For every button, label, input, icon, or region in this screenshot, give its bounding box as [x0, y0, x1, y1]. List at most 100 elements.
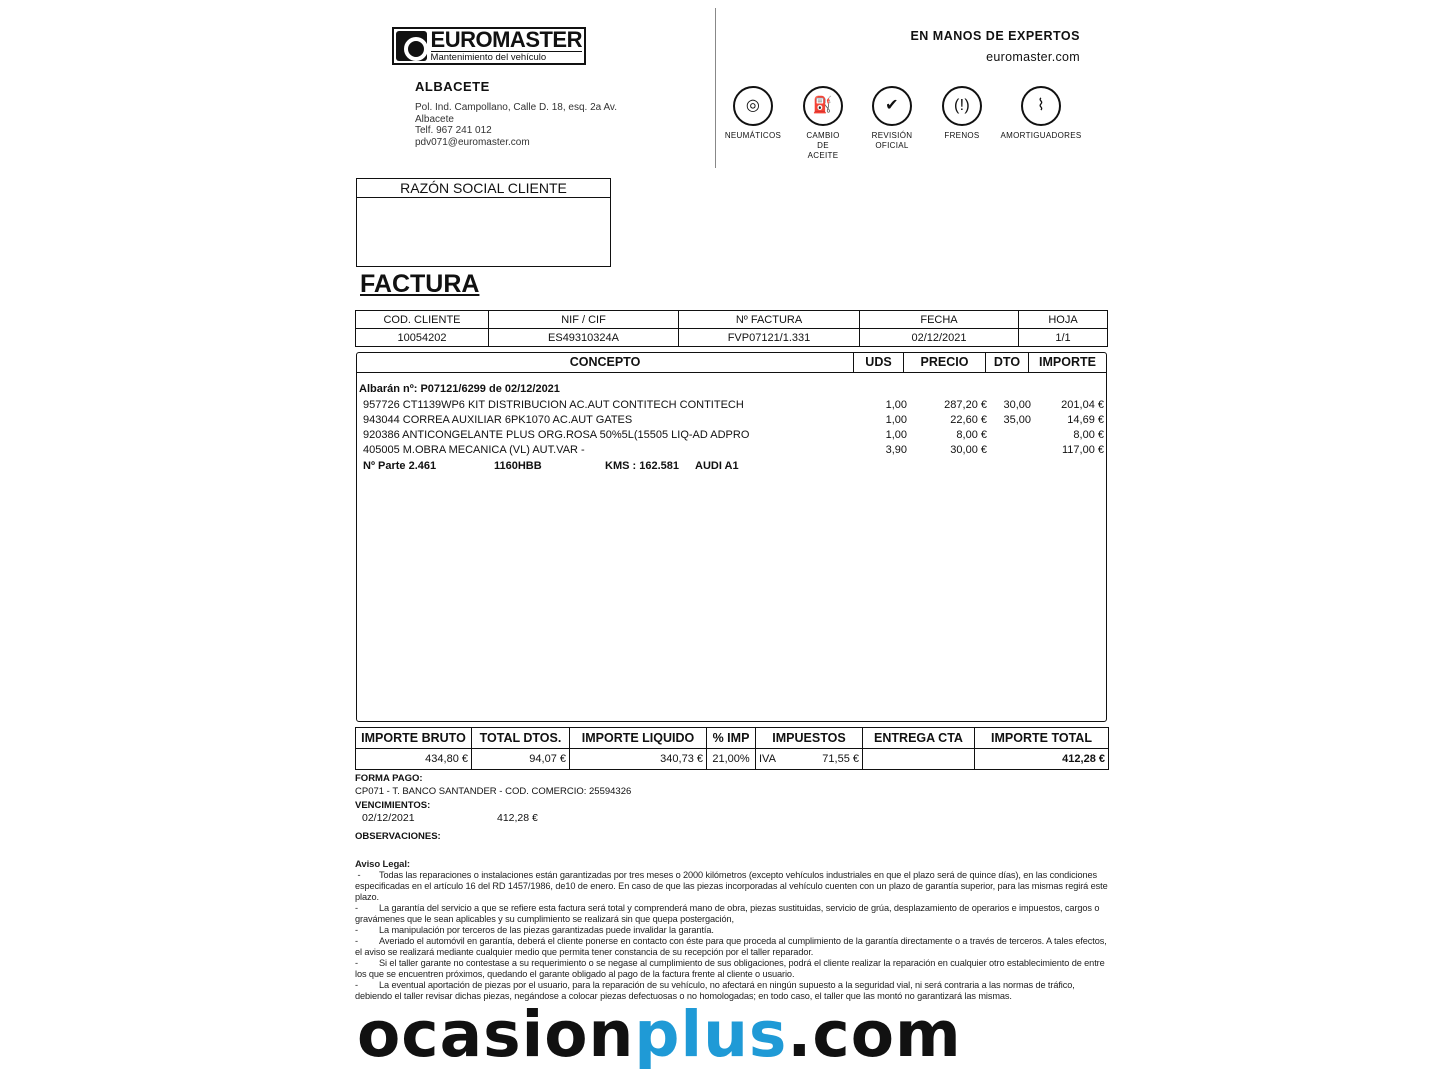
header-label: HOJA: [1018, 310, 1108, 329]
tax-name: IVA: [759, 753, 776, 765]
header-label: Nº FACTURA: [678, 310, 860, 329]
line-precio: 22,60 €: [950, 414, 987, 426]
due-label: VENCIMIENTOS:: [355, 800, 431, 811]
legal-item: - La manipulación por terceros de las pie…: [355, 925, 714, 935]
impuestos: 71,55 €: [822, 753, 859, 765]
legal-text: La eventual aportación de piezas por el …: [355, 980, 1075, 1001]
line-uds: 1,00: [885, 429, 907, 441]
line-uds: 1,00: [885, 399, 907, 411]
watermark-part: plus: [634, 998, 788, 1071]
website: euromaster.com: [986, 50, 1080, 64]
total-label: ENTREGA CTA: [862, 727, 975, 749]
total-label: IMPORTE TOTAL: [974, 727, 1109, 749]
legal-item: - Todas las reparaciones o instalaciones …: [355, 870, 1108, 902]
nif: ES49310324A: [488, 328, 679, 347]
legal-item: - La garantía del servicio a que se refie…: [355, 903, 1100, 924]
branch-city: ALBACETE: [415, 79, 490, 94]
service-label: REVISIÓN OFICIAL: [871, 131, 913, 150]
service-oil: ⛽ CAMBIO DE ACEITE: [788, 86, 858, 161]
col-concepto: CONCEPTO: [357, 353, 854, 372]
legal-item: - La eventual aportación de piezas por el…: [355, 980, 1075, 1001]
line-precio: 30,00 €: [950, 444, 987, 456]
total-dtos: 94,07 €: [471, 748, 570, 770]
car-check-icon: ✔: [872, 86, 912, 126]
address-line: Pol. Ind. Campollano, Calle D. 18, esq. …: [415, 102, 617, 113]
tire-icon: ◎: [733, 86, 773, 126]
brand-name: EUROMASTER: [430, 27, 583, 53]
line-importe: 201,04 €: [1061, 399, 1104, 411]
vehicle-info: Nº Parte 2.461 1160HBB KMS : 162.581 AUD…: [362, 460, 1104, 475]
total-label: IMPORTE LIQUIDO: [569, 727, 707, 749]
slogan: EN MANOS DE EXPERTOS: [910, 29, 1080, 43]
legal-text: Si el taller garante no contestase a su …: [355, 958, 1105, 979]
ocasionplus-watermark: ocasionplus.com: [357, 1003, 962, 1066]
importe-total: 412,28 €: [974, 748, 1109, 770]
line-importe: 8,00 €: [1073, 429, 1104, 441]
albaran: Albarán nº: P07121/6299 de 02/12/2021: [359, 383, 560, 395]
line-item: 943044 CORREA AUXILIAR 6PK1070 AC.AUT GA…: [362, 414, 1104, 429]
payment-label: FORMA PAGO:: [355, 773, 423, 784]
header-label: NIF / CIF: [488, 310, 679, 329]
legal-item: - Si el taller garante no contestase a su…: [355, 958, 1105, 979]
client-box: RAZÓN SOCIAL CLIENTE: [356, 178, 611, 267]
line-uds: 1,00: [885, 414, 907, 426]
euromaster-logo: EUROMASTER Mantenimiento del vehículo: [392, 27, 586, 65]
brand-tagline: Mantenimiento del vehículo: [430, 51, 582, 63]
line-dto: 35,00: [1003, 414, 1031, 426]
col-importe: IMPORTE: [1039, 355, 1096, 369]
euromaster-logo-icon: [396, 31, 428, 61]
service-shocks: ⌇ AMORTIGUADORES: [1000, 86, 1082, 141]
invoice-header-table: COD. CLIENTE NIF / CIF Nº FACTURA FECHA HOJA…: [355, 310, 1108, 347]
service-label: AMORTIGUADORES: [1000, 131, 1082, 140]
oil-change-icon: ⛽: [803, 86, 843, 126]
line-item: 405005 M.OBRA MECANICA (VL) AUT.VAR - 3,9…: [362, 444, 1104, 459]
service-inspection: ✔ REVISIÓN OFICIAL: [857, 86, 927, 151]
line-item: 920386 ANTICONGELANTE PLUS ORG.ROSA 50%5…: [362, 429, 1104, 444]
col-precio: PRECIO: [904, 353, 986, 372]
divider: [715, 8, 716, 168]
branch-address: Pol. Ind. Campollano, Calle D. 18, esq. …: [415, 102, 617, 148]
line-concept: 943044 CORREA AUXILIAR 6PK1070 AC.AUT GA…: [363, 414, 633, 426]
client-box-title: RAZÓN SOCIAL CLIENTE: [357, 179, 610, 198]
document-title: FACTURA: [360, 270, 480, 298]
total-label: IMPUESTOS: [755, 727, 863, 749]
entrega-cta: [862, 748, 975, 770]
watermark-part: ocasion: [357, 998, 635, 1071]
legal-text: La manipulación por terceros de las piez…: [379, 925, 714, 935]
part-number: Nº Parte 2.461: [363, 460, 437, 472]
legal-text: Todas las reparaciones o instalaciones e…: [355, 870, 1108, 902]
vehicle-model: AUDI A1: [695, 460, 739, 472]
service-label: NEUMÁTICOS: [724, 131, 782, 140]
due-date: 02/12/2021: [362, 812, 415, 824]
observations-label: OBSERVACIONES:: [355, 831, 441, 842]
legal-title: Aviso Legal:: [355, 859, 410, 870]
shock-absorber-icon: ⌇: [1021, 86, 1061, 126]
totals-table: IMPORTE BRUTO TOTAL DTOS. IMPORTE LIQUIDO%…: [355, 727, 1109, 770]
kms: KMS : 162.581: [605, 460, 679, 472]
line-importe: 117,00 €: [1061, 444, 1104, 456]
importe-liquido: 340,73 €: [569, 748, 707, 770]
service-label: CAMBIO DE ACEITE: [806, 131, 840, 160]
payment-method: CP071 - T. BANCO SANTANDER - COD. COMERC…: [355, 786, 632, 797]
col-dto: DTO: [986, 353, 1029, 372]
total-label: % IMP: [706, 727, 756, 749]
address-line: Albacete: [415, 113, 454, 125]
total-label: IMPORTE BRUTO: [355, 727, 472, 749]
due-amount: 412,28 €: [497, 812, 538, 824]
line-uds: 3,90: [885, 444, 907, 456]
invoice-date: 02/12/2021: [859, 328, 1019, 347]
legal-item: - Averiado el automóvil en garantía, debe…: [355, 936, 1107, 957]
plate: 1160HBB: [494, 460, 542, 472]
header-label: COD. CLIENTE: [355, 310, 489, 329]
header-label: FECHA: [859, 310, 1019, 329]
invoice-number: FVP07121/1.331: [678, 328, 860, 347]
concept-table: CONCEPTO UDS PRECIO DTO IMPORTE: [356, 352, 1107, 722]
page-number: 1/1: [1018, 328, 1108, 347]
total-label: TOTAL DTOS.: [471, 727, 570, 749]
email: pdv071@euromaster.com: [415, 136, 530, 148]
brake-icon: (!): [942, 86, 982, 126]
line-concept: 957726 CT1139WP6 KIT DISTRIBUCION AC.AUT…: [363, 399, 744, 411]
service-label: FRENOS: [944, 131, 980, 140]
watermark-part: .com: [787, 998, 962, 1071]
legal-notice: Aviso Legal: - Todas las reparaciones o i…: [355, 859, 1111, 1002]
